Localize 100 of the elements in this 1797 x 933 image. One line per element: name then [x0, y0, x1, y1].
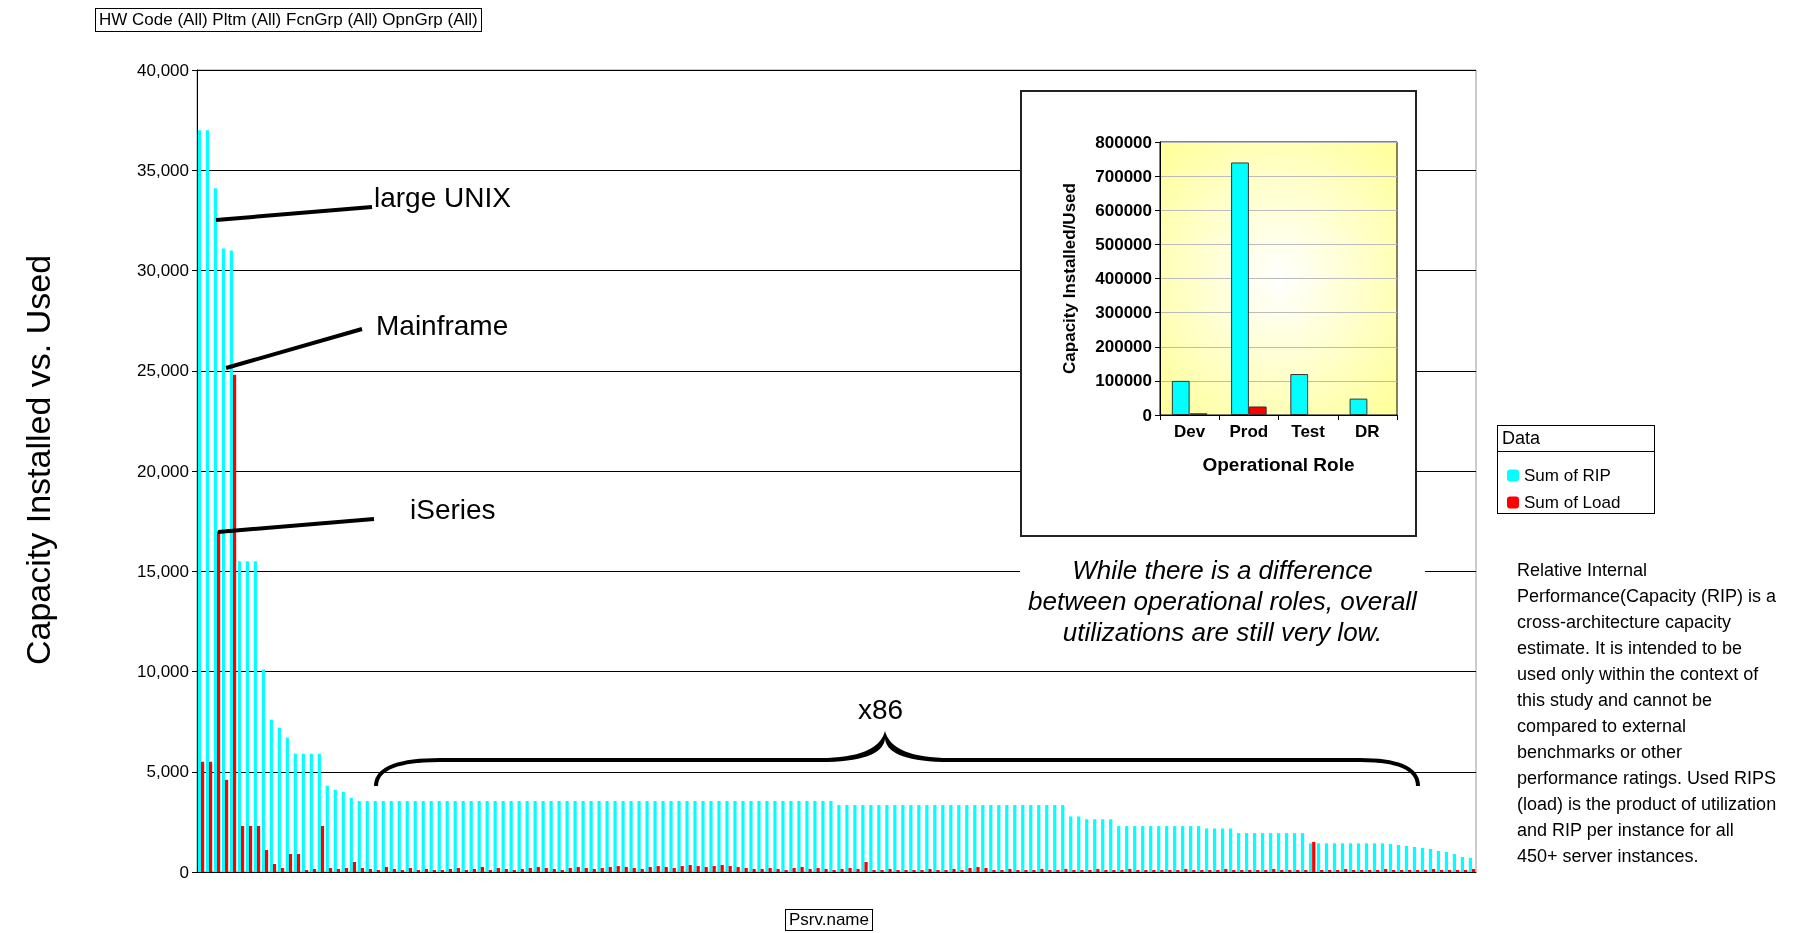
- bar: [664, 866, 668, 872]
- bar: [693, 801, 697, 872]
- y-tick-label: 0: [1142, 405, 1152, 425]
- bar: [413, 801, 417, 872]
- bar: [1128, 868, 1132, 872]
- bar: [813, 801, 817, 872]
- bar: [261, 669, 265, 872]
- bar: [301, 753, 305, 872]
- bar: [1157, 826, 1161, 872]
- bar: [312, 868, 317, 872]
- y-tick-label: 500000: [1095, 234, 1152, 254]
- bar: [1184, 868, 1188, 872]
- bar: [720, 864, 724, 872]
- bar: [984, 867, 988, 872]
- bar: [592, 868, 596, 872]
- bar: [1117, 826, 1121, 872]
- bar: [949, 805, 953, 872]
- bar: [1197, 826, 1201, 872]
- bar: [1432, 868, 1436, 872]
- bar: [885, 805, 889, 872]
- bar: [989, 805, 993, 872]
- bar: [336, 868, 341, 872]
- bar: [1396, 844, 1401, 872]
- bar: [781, 801, 785, 872]
- bar: [528, 867, 532, 872]
- bar: [621, 801, 625, 872]
- bar: [424, 868, 429, 872]
- bar: [765, 801, 769, 872]
- bar: [1340, 843, 1345, 872]
- bar: [472, 868, 476, 872]
- bar: [616, 865, 620, 872]
- bar: [824, 868, 828, 872]
- annotation: large UNIX: [374, 182, 511, 214]
- annotation: iSeries: [410, 494, 496, 526]
- bar: [477, 801, 481, 872]
- bar: [448, 868, 452, 872]
- bar: [541, 801, 545, 872]
- bar: [504, 868, 508, 872]
- bar: [272, 863, 277, 872]
- bar: [632, 867, 636, 872]
- bar: [733, 801, 737, 872]
- bar: [776, 868, 780, 872]
- y-tick-label: 25,000: [137, 361, 189, 381]
- bar: [648, 866, 652, 872]
- bar: [389, 801, 393, 872]
- bar: [613, 801, 617, 872]
- bar: [968, 867, 972, 872]
- y-tick-label: 100000: [1095, 371, 1152, 391]
- bar: [1096, 868, 1100, 872]
- bar: [1221, 828, 1225, 872]
- bar: [1460, 856, 1465, 872]
- bar: [629, 801, 633, 872]
- bar: [533, 801, 537, 872]
- bar: [624, 866, 628, 872]
- bar: [349, 797, 353, 872]
- bar: [1213, 828, 1217, 872]
- bar: [421, 801, 425, 872]
- bar: [677, 801, 681, 872]
- x-tick-label: Prod: [1229, 422, 1269, 441]
- bar: [328, 867, 333, 872]
- y-tick-label: 200000: [1095, 337, 1152, 357]
- bar: [736, 866, 740, 872]
- bar: [517, 801, 521, 872]
- text: HW Code (All) Pltm (All) FcnGrp (All) OpnGrp (All): [96, 9, 481, 31]
- bar: [1069, 816, 1073, 872]
- bar: [549, 801, 553, 872]
- bar: [1300, 833, 1305, 872]
- bar: [981, 805, 985, 872]
- bar: [685, 801, 689, 872]
- bar: [1444, 851, 1449, 872]
- bar: [520, 868, 524, 872]
- bar: [845, 805, 849, 872]
- bar: [581, 801, 585, 872]
- bar: [741, 801, 745, 872]
- bar: [704, 866, 708, 872]
- annotation: Mainframe: [376, 310, 509, 342]
- bar: [925, 805, 929, 872]
- bar: [392, 868, 397, 872]
- bar: [373, 801, 377, 872]
- bar: [1173, 826, 1177, 872]
- bar: [445, 801, 449, 872]
- bar: [1308, 843, 1313, 872]
- bar: [829, 801, 833, 872]
- bar: [245, 561, 249, 872]
- bar: [861, 805, 865, 872]
- bar: [264, 849, 269, 872]
- bar: [1093, 819, 1097, 872]
- bar: [1292, 833, 1297, 872]
- y-tick-label: 40,000: [137, 60, 189, 80]
- bar: [1412, 846, 1417, 872]
- bar: [856, 868, 860, 872]
- bar: [957, 805, 961, 872]
- bar: [797, 801, 801, 872]
- y-tick-label: 30,000: [137, 261, 189, 280]
- bar: [288, 853, 293, 872]
- bar: [717, 801, 721, 872]
- bar: [864, 861, 868, 872]
- bar: [597, 801, 601, 872]
- bar: [1268, 833, 1273, 872]
- bar: [277, 727, 281, 872]
